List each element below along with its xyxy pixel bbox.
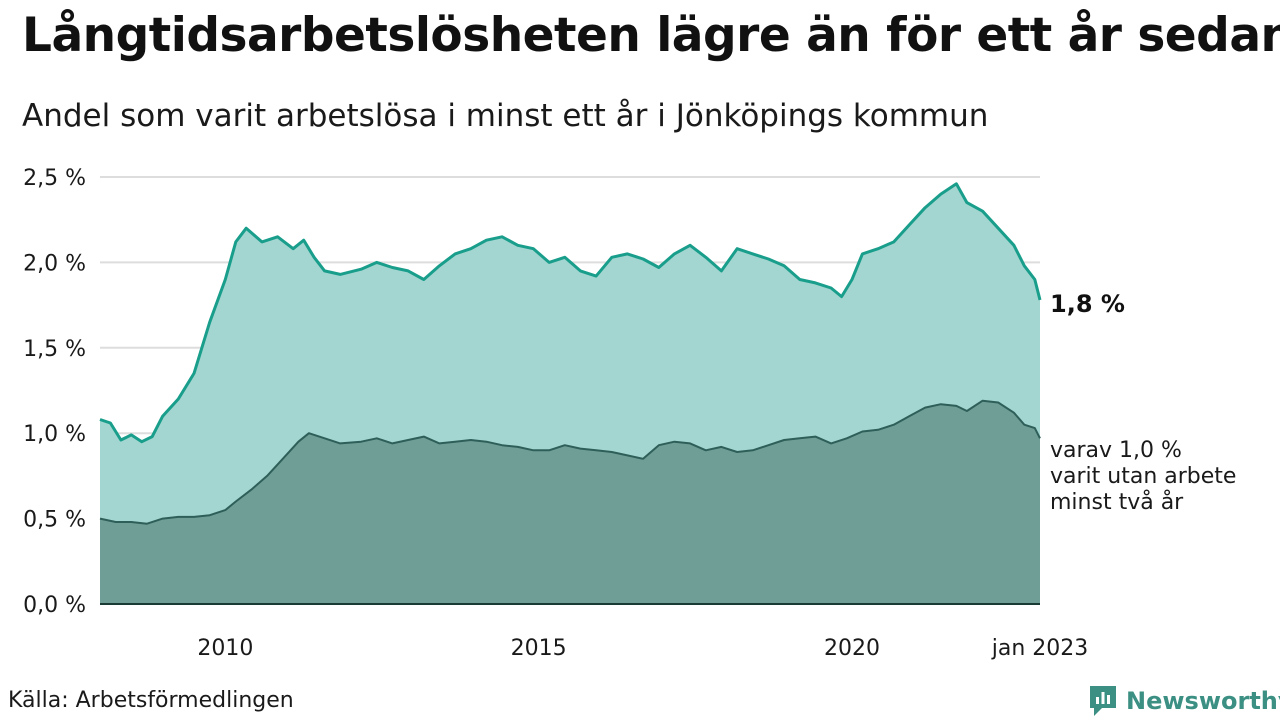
line-minst_ett_ar bbox=[99, 182, 1042, 444]
y-tick-label: 2,5 % bbox=[23, 166, 86, 191]
y-tick-label: 0,0 % bbox=[23, 593, 86, 618]
end-label-two-years: varav 1,0 % bbox=[1050, 438, 1182, 463]
y-tick-label: 1,5 % bbox=[23, 337, 86, 362]
source-note: Källa: Arbetsförmedlingen bbox=[8, 688, 294, 713]
areas bbox=[100, 183, 1040, 605]
y-tick-label: 1,0 % bbox=[23, 422, 86, 447]
chart-title: Långtidsarbetslösheten lägre än för ett … bbox=[22, 8, 1280, 63]
area-minst_tva_ar bbox=[100, 400, 1040, 604]
line-minst_tva_ar bbox=[99, 399, 1041, 525]
series-lines bbox=[99, 182, 1042, 605]
area-chart: 0,0 %0,5 %1,0 %1,5 %2,0 %2,5 % 2010 2015 2… bbox=[23, 166, 1236, 661]
brand-logo: Newsworthy bbox=[1088, 684, 1280, 718]
y-tick-label: 0,5 % bbox=[23, 508, 86, 533]
x-axis-ticks: 2010 2015 2020 jan 2023 bbox=[197, 636, 1088, 661]
y-axis-ticks: 0,0 % 0,5 % 1,0 % 1,5 % 2,0 % 2,5 % bbox=[23, 166, 86, 618]
x-tick-label: 2015 bbox=[511, 636, 567, 661]
end-label-total: 1,8 % bbox=[1050, 290, 1125, 318]
x-tick-label: 2020 bbox=[824, 636, 880, 661]
chart-subtitle: Andel som varit arbetslösa i minst ett å… bbox=[22, 98, 989, 134]
newsworthy-logo-icon bbox=[1090, 686, 1116, 716]
end-label-two-years: minst två år bbox=[1050, 489, 1184, 515]
x-tick-label: jan 2023 bbox=[991, 636, 1089, 661]
y-tick-label: 2,0 % bbox=[23, 251, 86, 276]
x-tick-label: 2010 bbox=[197, 636, 253, 661]
end-label-two-years: varit utan arbete bbox=[1050, 464, 1236, 489]
brand-name: Newsworthy bbox=[1126, 687, 1280, 715]
